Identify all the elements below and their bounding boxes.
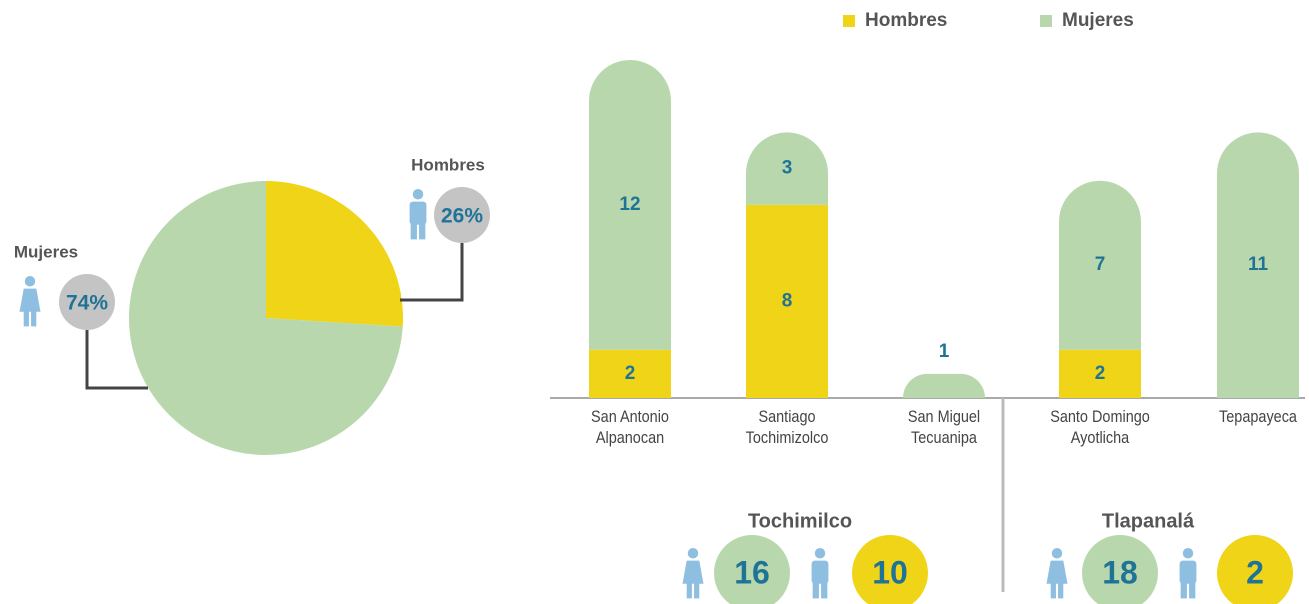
pie-value-label: 26% [441,205,483,228]
icon-leg [1050,582,1056,599]
icon-dress [1046,560,1068,584]
men-count: 10 [872,554,908,590]
x-tick-label: Tepapayeca [1219,407,1297,426]
female-icon [19,276,41,327]
icon-leg [31,310,37,327]
women-count: 18 [1102,554,1138,590]
female-icon [682,548,704,599]
women-circle [714,535,790,604]
callout-line [400,243,464,302]
pie-category-label: Hombres [411,155,485,174]
women-count: 16 [734,554,770,590]
icon-leg [23,310,29,327]
icon-head [814,548,826,559]
bar-segment [746,132,828,205]
women-circle [1082,535,1158,604]
icon-body [409,201,427,225]
bar-value-label: 2 [625,363,636,384]
bar-segment [1059,349,1141,398]
pie-slice [129,181,403,456]
icon-leg [686,582,692,599]
pie-value-label: 74% [66,292,108,315]
bar-value-label: 2 [1095,363,1106,384]
men-circle [1217,535,1293,604]
icon-leg [1189,581,1196,599]
male-icon [409,189,427,240]
icon-leg [410,222,417,240]
bar-value-label: 8 [782,290,793,311]
bar-segment [589,60,671,350]
bar-segment [589,349,671,398]
pie-slice [266,181,403,327]
icon-head [1051,548,1063,559]
icon-leg [812,581,819,599]
x-tick-label: Santo Domingo Ayotlicha [1050,407,1150,447]
x-tick-label: San Antonio Alpanocan [591,407,669,447]
callout-circle [434,187,490,243]
female-icon [1046,548,1068,599]
callout-circle [59,274,115,330]
callout-line [85,330,148,390]
men-circle [852,535,928,604]
bar-value-label: 7 [1095,254,1106,275]
icon-leg [1058,582,1064,599]
bar-value-label: 12 [619,194,640,215]
legend-label: Mujeres [1062,10,1134,31]
bar-segment [1059,180,1141,350]
icon-head [687,548,699,559]
male-icon [811,548,829,599]
x-tick-label: Santiago Tochimizolco [745,407,829,447]
group-title: Tochimilco [748,510,852,532]
icon-leg [1180,581,1187,599]
icon-head [412,189,424,200]
icon-body [1179,560,1197,584]
bar-segment [746,204,828,398]
icon-dress [19,288,41,312]
bar-value-label: 1 [939,341,950,362]
legend-label: Hombres [865,10,947,31]
bar-segment [903,373,985,398]
icon-leg [821,581,828,599]
bar-value-label: 11 [1248,254,1269,275]
icon-body [811,560,829,584]
male-icon [1179,548,1197,599]
legend-swatch [1040,15,1052,27]
men-count: 2 [1246,554,1264,590]
pie-category-label: Mujeres [14,242,78,261]
icon-head [24,276,36,287]
bar-value-label: 3 [782,158,793,179]
icon-leg [419,222,426,240]
legend-swatch [843,15,855,27]
icon-dress [682,560,704,584]
x-tick-label: San Miguel Tecuanipa [907,407,981,447]
icon-leg [694,582,700,599]
bar-segment [1217,132,1299,398]
group-title: Tlapanalá [1102,510,1195,532]
icon-head [1182,548,1194,559]
